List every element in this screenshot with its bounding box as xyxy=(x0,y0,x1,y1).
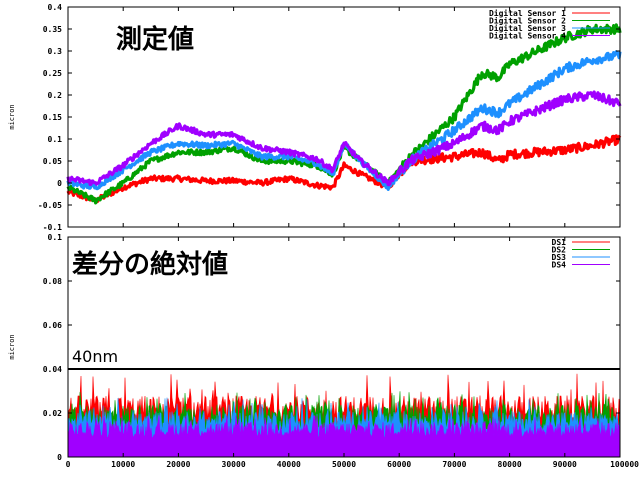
chart-title: 差分の絶対値 xyxy=(72,249,228,280)
x-tick-label: 20000 xyxy=(166,460,190,469)
x-tick-label: 30000 xyxy=(222,460,246,469)
x-tick-label: 70000 xyxy=(442,460,466,469)
y-tick-label: 0.35 xyxy=(43,25,62,34)
series-area-4 xyxy=(67,415,621,458)
y-tick-label: -0.05 xyxy=(38,201,62,210)
chart-title: 測定値 xyxy=(116,24,194,55)
y-tick-label: 0 xyxy=(57,179,62,188)
y-tick-label: 0.3 xyxy=(48,47,63,56)
y-tick-label: 0.06 xyxy=(43,321,62,330)
x-tick-label: 50000 xyxy=(332,460,356,469)
y-axis-label: micron xyxy=(8,334,16,359)
y-tick-label: 0.02 xyxy=(43,409,62,418)
x-tick-label: 0 xyxy=(66,460,71,469)
series-line-4 xyxy=(66,90,622,187)
y-tick-label: 0.1 xyxy=(48,233,63,242)
x-tick-label: 80000 xyxy=(498,460,522,469)
legend-label: DS1 xyxy=(552,238,567,247)
legend-label: Digital Sensor 4 xyxy=(489,31,566,41)
y-axis-label: micron xyxy=(8,104,16,129)
y-tick-label: -0.1 xyxy=(43,223,62,232)
legend-label: DS4 xyxy=(552,261,567,270)
y-tick-label: 0.04 xyxy=(43,365,62,374)
bottom-chart: 0 0.02 0.04 0.06 0.08 0.1 0 10000 20000 30000 4000… xyxy=(8,233,639,469)
x-tick-label: 40000 xyxy=(277,460,301,469)
legend-label: DS2 xyxy=(552,246,567,255)
y-tick-label: 0.25 xyxy=(43,69,62,78)
y-tick-label: 0.15 xyxy=(43,113,62,122)
y-tick-label: 0.05 xyxy=(43,157,62,166)
legend-label: Digital Sensor 3 xyxy=(489,23,566,33)
legend-label: DS3 xyxy=(552,253,567,262)
legend-label: Digital Sensor 1 xyxy=(489,8,566,18)
top-chart: -0.1 -0.05 0 0.05 0.1 0.15 0.2 0.25 0.3 0.35 0.4 mi… xyxy=(8,3,622,232)
series-line-1 xyxy=(66,134,622,204)
y-tick-label: 0.4 xyxy=(48,3,63,12)
y-tick-label: 0.1 xyxy=(48,135,63,144)
x-tick-label: 100000 xyxy=(610,460,639,469)
x-tick-label: 10000 xyxy=(111,460,135,469)
y-tick-label: 0 xyxy=(57,453,62,462)
y-tick-label: 0.2 xyxy=(48,91,63,100)
x-tick-label: 60000 xyxy=(387,460,411,469)
legend-label: Digital Sensor 2 xyxy=(489,16,566,26)
y-tick-label: 0.08 xyxy=(43,277,62,286)
reference-annotation: 40nm xyxy=(72,347,118,366)
x-tick-label: 90000 xyxy=(553,460,577,469)
